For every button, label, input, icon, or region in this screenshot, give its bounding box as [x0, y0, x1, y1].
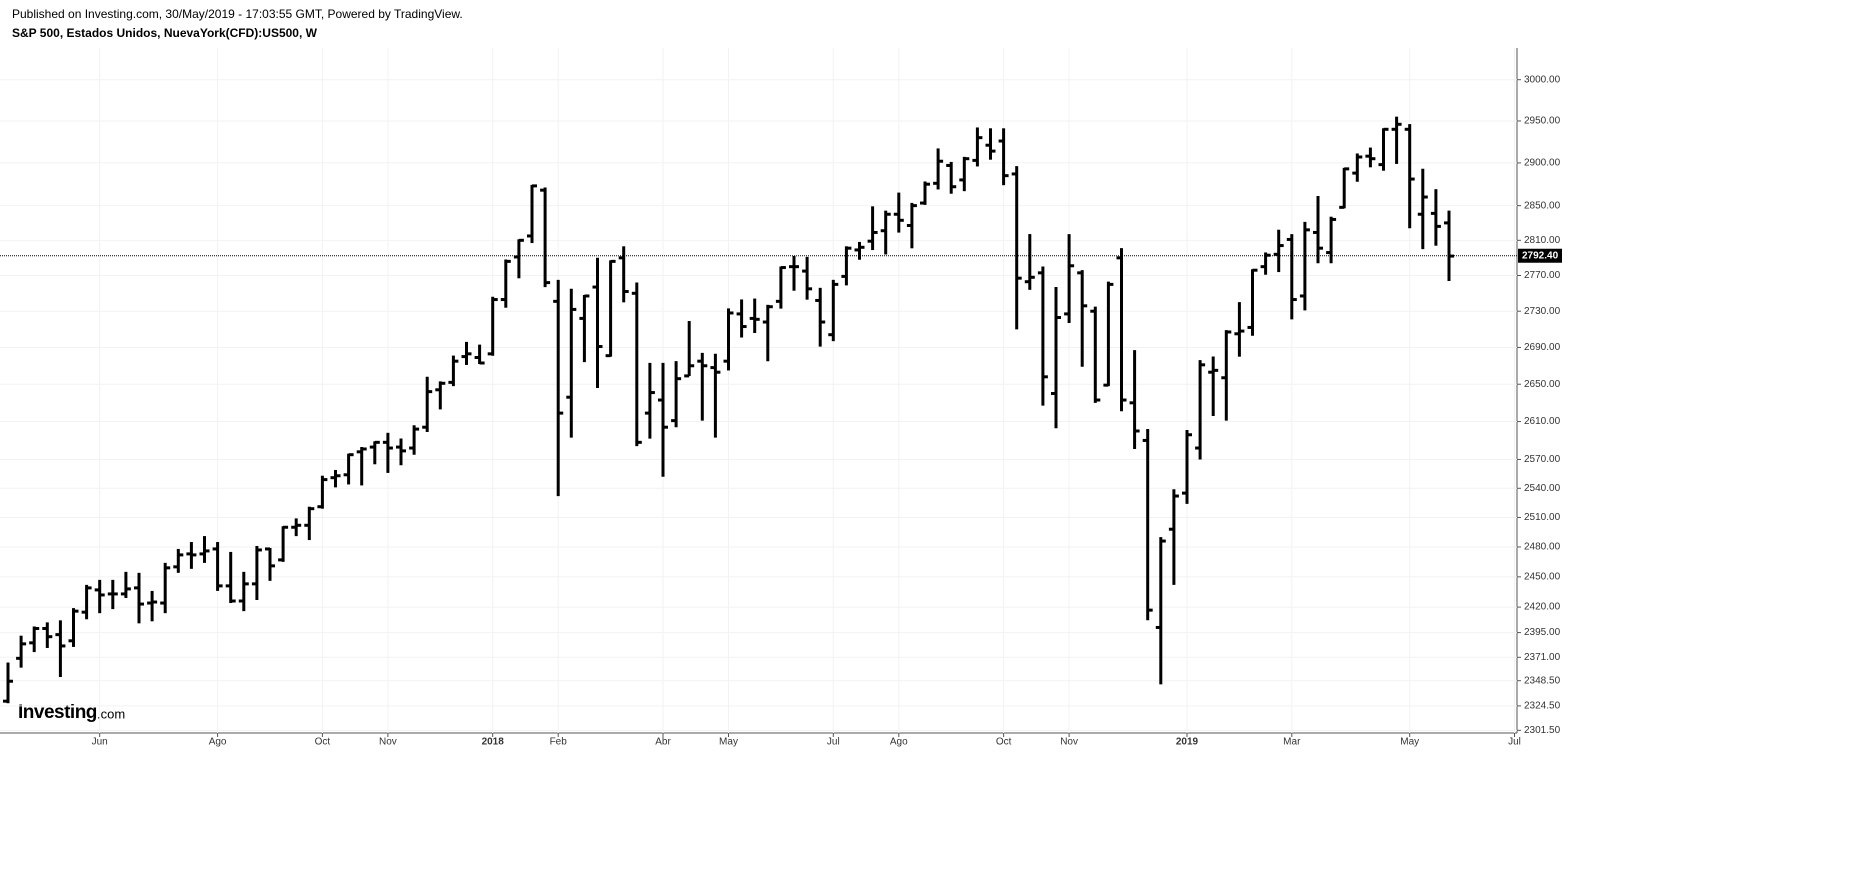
x-tick-label: May — [1400, 737, 1419, 748]
y-tick-label: 3000.00 — [1524, 74, 1561, 85]
x-tick-label: Abr — [655, 737, 671, 748]
y-tick-label: 2450.00 — [1524, 571, 1561, 582]
y-tick-label: 2900.00 — [1524, 158, 1561, 169]
y-tick-label: 2348.50 — [1524, 675, 1561, 686]
y-tick-label: 2650.00 — [1524, 379, 1561, 390]
price-label: 2792.40 — [1522, 250, 1559, 261]
x-tick-label: Nov — [379, 737, 397, 748]
y-tick-label: 2770.00 — [1524, 270, 1561, 281]
x-tick-label: Ago — [890, 737, 908, 748]
y-tick-label: 2810.00 — [1524, 235, 1561, 246]
x-tick-label: Nov — [1060, 737, 1078, 748]
x-tick-label: Jul — [1508, 737, 1521, 748]
published-note: Published on Investing.com, 30/May/2019 … — [12, 7, 463, 21]
y-tick-label: 2540.00 — [1524, 483, 1561, 494]
y-tick-label: 2570.00 — [1524, 454, 1561, 465]
logo: Investing — [18, 702, 97, 723]
x-tick-label: Oct — [315, 737, 331, 748]
x-tick-label: Jun — [92, 737, 108, 748]
y-tick-label: 2850.00 — [1524, 200, 1561, 211]
x-tick-label: 2019 — [1176, 737, 1199, 748]
logo-suffix: .com — [97, 706, 125, 721]
symbol-title: S&P 500, Estados Unidos, NuevaYork(CFD):… — [12, 26, 318, 40]
y-tick-label: 2510.00 — [1524, 512, 1561, 523]
x-tick-label: Feb — [550, 737, 568, 748]
y-tick-label: 2690.00 — [1524, 342, 1561, 353]
price-box — [1518, 248, 1562, 263]
x-tick-label: Mar — [1283, 737, 1301, 748]
y-tick-label: 2950.00 — [1524, 116, 1561, 127]
x-tick-label: May — [719, 737, 738, 748]
y-tick-label: 2324.50 — [1524, 701, 1561, 712]
y-tick-label: 2301.50 — [1524, 725, 1561, 736]
y-tick-label: 2395.00 — [1524, 627, 1561, 638]
x-tick-label: Oct — [996, 737, 1012, 748]
y-tick-label: 2610.00 — [1524, 416, 1561, 427]
y-tick-label: 2730.00 — [1524, 306, 1561, 317]
x-tick-label: Ago — [209, 737, 227, 748]
x-tick-label: Jul — [827, 737, 840, 748]
y-tick-label: 2371.00 — [1524, 652, 1561, 663]
y-tick-label: 2420.00 — [1524, 602, 1561, 613]
y-tick-label: 2480.00 — [1524, 542, 1561, 553]
x-tick-label: 2018 — [482, 737, 505, 748]
